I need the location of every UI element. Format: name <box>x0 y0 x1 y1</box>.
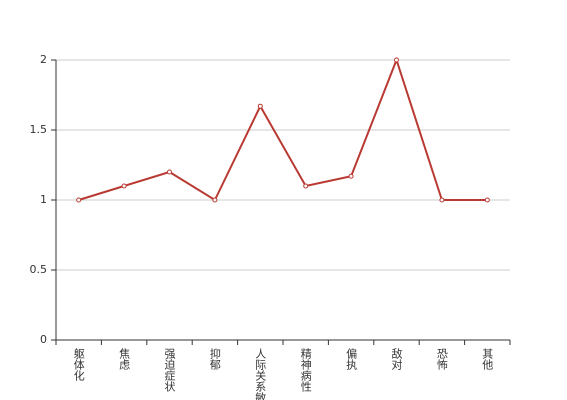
point <box>348 173 354 179</box>
x-tick-label: 强迫症状 <box>163 348 176 392</box>
point <box>394 57 399 63</box>
y-tick-label: 0.5 <box>30 263 48 276</box>
point <box>303 183 309 189</box>
point <box>121 183 127 189</box>
x-tick-label: 抑郁 <box>208 347 221 370</box>
x-tick-label: 焦虑 <box>118 348 131 370</box>
x-tick-label: 恐怖 <box>435 348 448 370</box>
x-tick-label: 精神病性 <box>299 348 312 393</box>
line <box>78 57 488 202</box>
x-tick-label: 其他 <box>481 348 494 370</box>
y-tick-label: 0 <box>40 333 47 346</box>
x-tick-label: 偏执 <box>345 347 358 371</box>
x-tick-label: 人际关系敏感 <box>254 348 267 400</box>
point <box>167 169 172 175</box>
point <box>76 197 82 203</box>
point <box>212 197 218 203</box>
x-tick-label: 敌对 <box>390 347 403 370</box>
y-tick-label: 1 <box>40 193 47 206</box>
point <box>257 103 263 109</box>
y-tick-label: 1.5 <box>30 123 48 136</box>
point <box>484 197 490 203</box>
point <box>439 197 445 203</box>
y-tick-label: 2 <box>40 53 47 66</box>
x-tick-label: 躯体化 <box>72 348 85 382</box>
